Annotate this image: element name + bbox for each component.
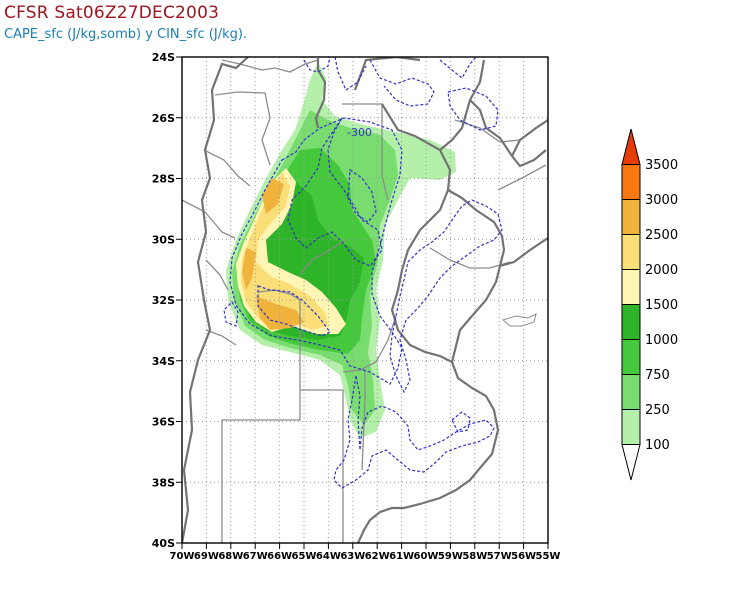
lat-label: 26S	[152, 112, 175, 125]
lat-label: 34S	[152, 355, 175, 368]
lon-label: 67W	[243, 551, 268, 562]
colorbar-top-arrow	[621, 128, 641, 165]
lon-label: 63W	[340, 551, 365, 562]
cape-shading	[226, 62, 456, 438]
lat-label: 30S	[152, 233, 175, 246]
cin-contours	[223, 57, 503, 489]
province-boundaries	[182, 59, 547, 543]
colorbar-swatch	[621, 199, 641, 235]
colorbar-swatch	[621, 374, 641, 410]
lat-label: 36S	[152, 416, 175, 429]
lon-label: 69W	[194, 551, 219, 562]
cape-2500-region	[242, 178, 304, 330]
cape-2000-region	[241, 172, 328, 330]
island-shape	[501, 313, 537, 327]
map-title: CFSR Sat06Z27DEC2003	[4, 3, 220, 23]
colorbar-swatch	[621, 409, 641, 445]
colorbar-label: 2000	[645, 263, 678, 278]
lon-label: 68W	[218, 551, 243, 562]
lon-label: 56W	[511, 551, 536, 562]
lon-label: 58W	[462, 551, 487, 562]
lon-label: 61W	[389, 551, 414, 562]
lon-label: 60W	[414, 551, 439, 562]
colorbar-label: 750	[645, 368, 670, 383]
colorbar-swatch	[621, 164, 641, 200]
lon-label: 70W	[170, 551, 195, 562]
colorbar-swatch	[621, 269, 641, 305]
lon-label: 65W	[292, 551, 317, 562]
colorbar-swatch	[621, 304, 641, 340]
colorbar-label: 1500	[645, 298, 678, 313]
lat-label: 40S	[152, 537, 175, 550]
colorbar-label: 3000	[645, 193, 678, 208]
axis-ticks	[176, 56, 549, 549]
lon-label: 66W	[267, 551, 292, 562]
colorbar-label: 1000	[645, 333, 678, 348]
lat-label: 38S	[152, 476, 175, 489]
lon-label: 55W	[536, 551, 561, 562]
latitude-labels: 24S 26S 28S 30S 32S 34S 36S 38S 40S	[152, 51, 175, 550]
longitude-labels: 70W 69W 68W 67W 66W 65W 64W 63W 62W 61W …	[170, 551, 561, 562]
lat-label: 32S	[152, 294, 175, 307]
lat-label: 28S	[152, 173, 175, 186]
colorbar-swatch	[621, 234, 641, 270]
lon-label: 62W	[365, 551, 390, 562]
colorbar-label: 250	[645, 403, 670, 418]
colorbar-label: 3500	[645, 158, 678, 173]
lat-label: 24S	[152, 51, 175, 64]
lon-label: 57W	[487, 551, 512, 562]
colorbar-label: 2500	[645, 228, 678, 243]
colorbar-label: 100	[645, 438, 670, 453]
lon-label: 59W	[438, 551, 463, 562]
cin-contour-label: -300	[347, 126, 372, 139]
map-subtitle: CAPE_sfc (J/kg,somb) y CIN_sfc (J/kg).	[4, 27, 248, 42]
colorbar-labels: 100 250 750 1000 1500 2000 2500 3000 350…	[645, 158, 678, 453]
country-boundaries	[182, 57, 548, 543]
colorbar	[621, 128, 641, 481]
map-plot-area: -300	[182, 57, 548, 543]
colorbar-swatch	[621, 339, 641, 375]
colorbar-bottom-arrow	[621, 444, 641, 481]
lon-label: 64W	[316, 551, 341, 562]
